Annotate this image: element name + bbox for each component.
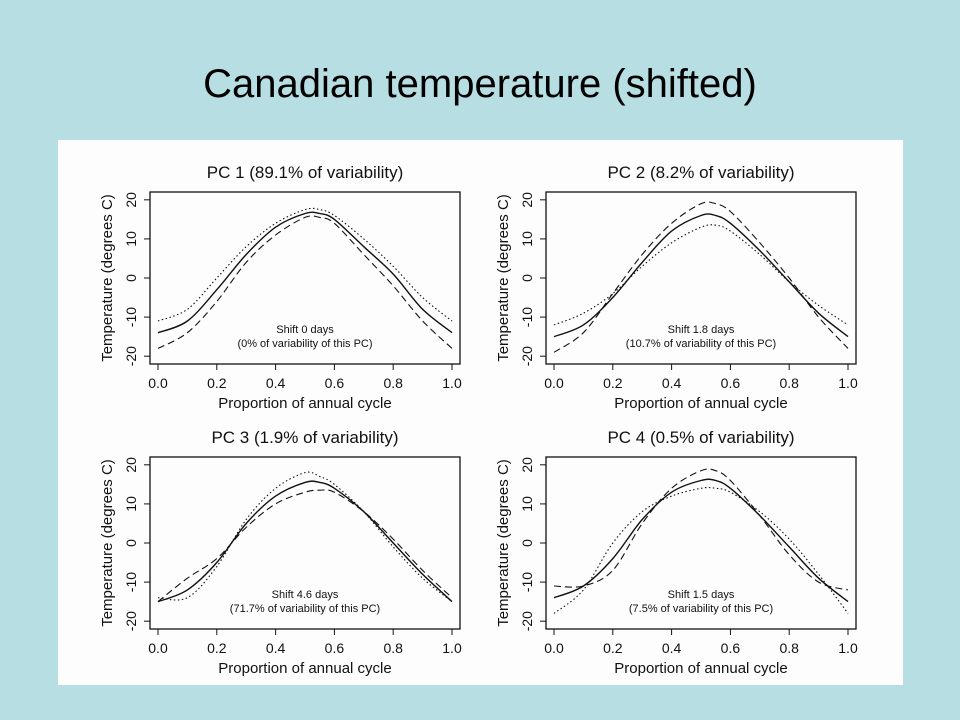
series-line-solid <box>553 478 849 603</box>
x-axis-label: Proportion of annual cycle <box>614 660 787 677</box>
x-tick-label: 0.6 <box>721 375 741 391</box>
shift-annotation: Shift 4.6 days <box>272 589 339 601</box>
x-tick-label: 0.8 <box>779 640 799 656</box>
y-tick-label: -20 <box>519 346 535 366</box>
x-tick-label: 0.2 <box>207 640 227 656</box>
series-line-dashed <box>157 489 453 603</box>
y-tick-label: -10 <box>123 307 139 327</box>
series-line-solid <box>553 213 849 338</box>
y-tick-label: 0 <box>123 539 139 547</box>
y-tick-label: -20 <box>123 611 139 631</box>
x-tick-label: 1.0 <box>442 375 462 391</box>
y-tick-label: 20 <box>519 457 535 473</box>
y-tick-label: 0 <box>519 274 535 282</box>
subplot-pc4: PC 4 (0.5% of variability) 0.0 0.2 0.4 0.6 0.… <box>495 428 858 677</box>
subplot-pc3: PC 3 (1.9% of variability) 0.0 0.2 0.4 0.6 0.… <box>99 428 462 677</box>
figure-panel: PC 1 (89.1% of variability) 0.0 0.2 0.4 0.6 0… <box>58 140 903 685</box>
x-axis-label: Proportion of annual cycle <box>218 395 391 412</box>
subplot-pc2: PC 2 (8.2% of variability) 0.0 0.2 0.4 0.6 0.… <box>495 163 858 412</box>
x-axis-label: Proportion of annual cycle <box>614 395 787 412</box>
shift-annotation: Shift 0 days <box>276 324 334 336</box>
y-tick-label: -10 <box>123 572 139 592</box>
x-tick-label: 0.6 <box>721 640 741 656</box>
x-tick-label: 0.4 <box>662 640 682 656</box>
series-line-solid <box>157 211 453 334</box>
shift-annotation: Shift 1.5 days <box>668 589 735 601</box>
x-tick-label: 0.8 <box>383 640 403 656</box>
x-tick-label: 0.4 <box>266 640 286 656</box>
y-axis-label: Temperature (degrees C) <box>99 459 116 627</box>
shift-annotation: (10.7% of variability of this PC) <box>626 338 776 350</box>
x-tick-label: 1.0 <box>838 375 858 391</box>
subplot-pc1: PC 1 (89.1% of variability) 0.0 0.2 0.4 0.6 0… <box>99 163 462 412</box>
series-line-dashed <box>553 201 849 353</box>
x-tick-label: 0.2 <box>207 375 227 391</box>
shift-annotation: (0% of variability of this PC) <box>237 338 372 350</box>
series-line-solid <box>157 480 453 603</box>
x-tick-label: 0.0 <box>148 375 168 391</box>
y-tick-label: 20 <box>123 192 139 208</box>
shift-annotation: Shift 1.8 days <box>668 324 735 336</box>
x-tick-label: 0.2 <box>603 640 623 656</box>
y-tick-label: -20 <box>519 611 535 631</box>
shift-annotation: (71.7% of variability of this PC) <box>230 603 380 615</box>
y-axis-label: Temperature (degrees C) <box>99 194 116 362</box>
x-tick-label: 0.4 <box>266 375 286 391</box>
shift-annotation: (7.5% of variability of this PC) <box>629 603 773 615</box>
series-line-dashed <box>553 468 849 591</box>
subplot-title: PC 1 (89.1% of variability) <box>207 163 404 182</box>
y-tick-label: 0 <box>123 274 139 282</box>
x-tick-label: 0.0 <box>544 640 564 656</box>
series-line-dashed <box>157 215 453 349</box>
x-tick-label: 0.4 <box>662 375 682 391</box>
y-axis-label: Temperature (degrees C) <box>495 194 512 362</box>
x-tick-label: 0.0 <box>544 375 564 391</box>
y-tick-label: 10 <box>519 231 535 247</box>
subplot-title: PC 3 (1.9% of variability) <box>211 428 398 447</box>
y-tick-label: 10 <box>123 231 139 247</box>
y-axis-label: Temperature (degrees C) <box>495 459 512 627</box>
series-line-dotted <box>553 224 849 326</box>
y-tick-label: 20 <box>519 192 535 208</box>
series-line-dotted <box>553 486 849 614</box>
x-tick-label: 0.6 <box>325 640 345 656</box>
subplot-title: PC 4 (0.5% of variability) <box>607 428 794 447</box>
x-tick-label: 0.0 <box>148 640 168 656</box>
y-tick-label: 0 <box>519 539 535 547</box>
x-tick-label: 0.8 <box>779 375 799 391</box>
y-tick-label: 20 <box>123 457 139 473</box>
x-tick-label: 1.0 <box>838 640 858 656</box>
slide-title: Canadian temperature (shifted) <box>203 62 757 106</box>
series-line-dotted <box>157 471 453 603</box>
x-tick-label: 1.0 <box>442 640 462 656</box>
x-tick-label: 0.8 <box>383 375 403 391</box>
y-tick-label: 10 <box>519 496 535 512</box>
y-tick-label: -10 <box>519 307 535 327</box>
subplot-title: PC 2 (8.2% of variability) <box>607 163 794 182</box>
series-line-dotted <box>157 207 453 322</box>
y-tick-label: -10 <box>519 572 535 592</box>
x-tick-label: 0.6 <box>325 375 345 391</box>
x-axis-label: Proportion of annual cycle <box>218 660 391 677</box>
y-tick-label: 10 <box>123 496 139 512</box>
x-tick-label: 0.2 <box>603 375 623 391</box>
figure-chart-grid: PC 1 (89.1% of variability) 0.0 0.2 0.4 0.6 0… <box>99 163 858 677</box>
y-tick-label: -20 <box>123 346 139 366</box>
